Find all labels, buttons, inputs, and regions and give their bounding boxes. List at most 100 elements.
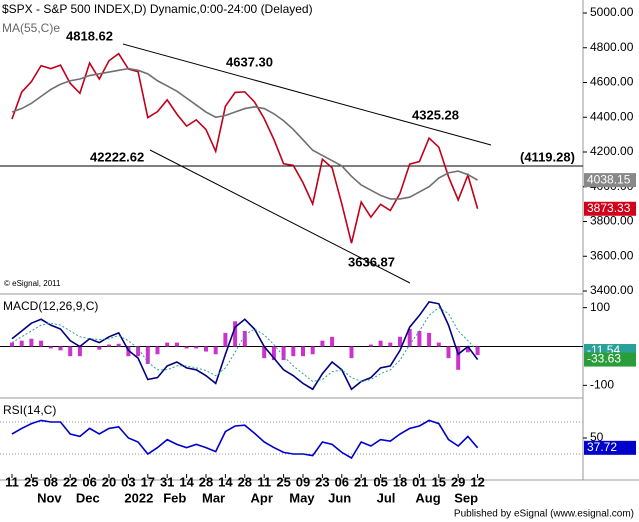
histogram-bar	[475, 346, 480, 356]
panel-title: RSI(14,C)	[3, 403, 56, 417]
histogram-bar	[465, 346, 470, 353]
histogram-bar	[165, 342, 170, 347]
histogram-bar	[330, 336, 335, 347]
y-tick-label: 5000.00	[590, 5, 634, 19]
histogram-bar	[349, 346, 354, 359]
histogram-bar	[407, 329, 412, 347]
series-line	[11, 52, 479, 244]
y-tick-label: 4600.00	[590, 75, 634, 89]
y-tick-label: 4800.00	[590, 40, 634, 54]
x-tick-label: 31	[160, 474, 174, 489]
x-tick-label: 11	[5, 474, 19, 489]
histogram-bar	[107, 344, 111, 347]
y-tick-label: -100	[590, 378, 614, 392]
x-tick-label: 15	[432, 474, 446, 489]
histogram-bar	[174, 342, 179, 347]
x-tick-label: 09	[296, 474, 310, 489]
histogram-bar	[10, 342, 14, 347]
last-value-label: 3873.33	[587, 201, 631, 215]
histogram-bar	[97, 346, 102, 350]
x-tick-label: 23	[315, 474, 329, 489]
month-label: Sep	[454, 490, 478, 505]
x-tick-label: 06	[82, 474, 96, 489]
x-tick-label: 06	[335, 474, 349, 489]
last-value-label: 37.72	[587, 440, 617, 454]
histogram-bar	[145, 346, 150, 364]
y-tick-label: 50	[590, 430, 604, 444]
last-value-box	[584, 440, 636, 455]
month-label: Dec	[76, 490, 100, 505]
last-value-label: 4038.15	[587, 172, 631, 186]
histogram-bar	[48, 346, 53, 349]
histogram-bar	[39, 340, 44, 347]
x-tick-label: 20	[102, 474, 116, 489]
histogram-bar	[378, 340, 383, 347]
last-value-box	[584, 201, 636, 216]
month-label: Nov	[37, 490, 62, 505]
histogram-bar	[223, 332, 228, 347]
x-tick-label: 29	[451, 474, 465, 489]
price-annotation: 4818.62	[66, 28, 113, 43]
panel-title: MACD(12,26,9,C)	[3, 299, 98, 313]
histogram-bar	[456, 346, 461, 370]
x-tick-label: 21	[354, 474, 368, 489]
histogram-bar	[213, 346, 218, 355]
trend-line	[122, 43, 492, 146]
histogram-bar	[242, 330, 247, 347]
month-label: Jul	[377, 490, 396, 505]
month-label: Jun	[328, 490, 351, 505]
footer: Published by eSignal (www.esignal.com)	[454, 509, 634, 520]
y-tick-label: 3400.00	[590, 283, 634, 297]
x-tick-label: 01	[412, 474, 426, 489]
histogram-bar	[398, 336, 402, 347]
x-tick-label: 11	[257, 474, 271, 489]
x-tick-label: 05	[373, 474, 387, 489]
x-tick-label: 12	[470, 474, 484, 489]
x-tick-label: 17	[141, 474, 155, 489]
histogram-bar	[204, 346, 208, 352]
histogram-bar	[368, 344, 373, 347]
price-annotation: 4325.28	[412, 107, 459, 122]
x-tick-label: 03	[121, 474, 135, 489]
histogram-bar	[301, 346, 305, 357]
histogram-bar	[58, 346, 63, 351]
last-value-box	[584, 352, 636, 367]
series-line	[11, 300, 479, 391]
x-tick-label: 25	[276, 474, 290, 489]
month-label: Mar	[202, 490, 225, 505]
histogram-bar	[116, 343, 121, 347]
histogram-bar	[446, 346, 451, 359]
histogram-bar	[320, 340, 325, 347]
histogram-bar	[271, 346, 276, 361]
histogram-bar	[436, 342, 441, 347]
price-annotation: 3636.87	[348, 254, 395, 269]
chart-title: $SPX - S&P 500 INDEX,D) Dynamic,0:00-24:…	[2, 2, 313, 16]
copyright: © eSignal, 2011	[4, 279, 61, 288]
last-value-label: -33.63	[587, 352, 621, 366]
y-tick-label: 3600.00	[590, 248, 634, 262]
month-label: Apr	[251, 490, 273, 505]
histogram-bar	[291, 346, 296, 357]
histogram-bar	[427, 332, 432, 347]
series-line	[11, 419, 479, 460]
x-tick-label: 08	[44, 474, 58, 489]
x-tick-label: 28	[199, 474, 213, 489]
trend-line	[149, 149, 411, 284]
histogram-bar	[194, 346, 199, 349]
x-tick-label: 25	[24, 474, 38, 489]
histogram-bar	[262, 346, 267, 359]
y-tick-label: 100	[590, 300, 610, 314]
histogram-bar	[310, 346, 315, 355]
histogram-bar	[388, 342, 393, 347]
month-label: Aug	[415, 490, 440, 505]
histogram-bar	[19, 340, 24, 347]
resistance-label: (4119.28)	[520, 149, 575, 164]
x-tick-label: 14	[218, 474, 233, 489]
month-label: May	[289, 490, 315, 505]
y-tick-label: 3800.00	[590, 214, 634, 228]
histogram-bar	[417, 330, 422, 347]
x-tick-label: 28	[238, 474, 252, 489]
histogram-bar	[184, 346, 189, 349]
legend-entry: MA(55,C)e	[2, 21, 60, 35]
